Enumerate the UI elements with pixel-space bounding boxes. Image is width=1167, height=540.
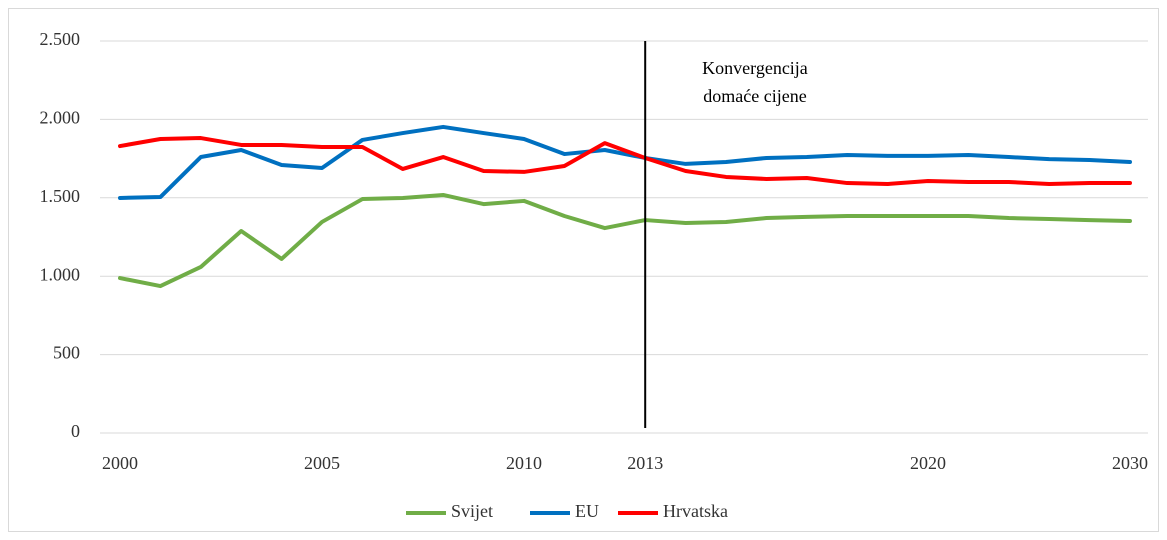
legend-label: Svijet bbox=[451, 501, 493, 521]
x-tick-label: 2010 bbox=[506, 453, 542, 473]
y-tick-label: 2.000 bbox=[40, 108, 81, 128]
x-tick-label: 2013 bbox=[627, 453, 663, 473]
series-line bbox=[118, 136, 1132, 187]
x-tick-label: 2030 bbox=[1112, 453, 1148, 473]
chart-frame bbox=[8, 8, 1159, 532]
x-tick-label: 2005 bbox=[304, 453, 340, 473]
y-tick-label: 1.000 bbox=[40, 264, 81, 284]
series-line bbox=[118, 124, 1132, 200]
legend-label: EU bbox=[575, 501, 599, 521]
y-tick-label: 1.500 bbox=[40, 186, 81, 206]
legend-label: Hrvatska bbox=[663, 501, 728, 521]
annotation-text: Konvergencija bbox=[702, 58, 808, 78]
y-tick-label: 500 bbox=[53, 343, 80, 363]
annotation-text: domaće cijene bbox=[703, 86, 806, 106]
series-line bbox=[118, 192, 1132, 289]
x-tick-label: 2020 bbox=[910, 453, 946, 473]
x-tick-label: 2000 bbox=[102, 453, 138, 473]
y-tick-label: 0 bbox=[71, 421, 80, 441]
y-tick-label: 2.500 bbox=[40, 29, 81, 49]
